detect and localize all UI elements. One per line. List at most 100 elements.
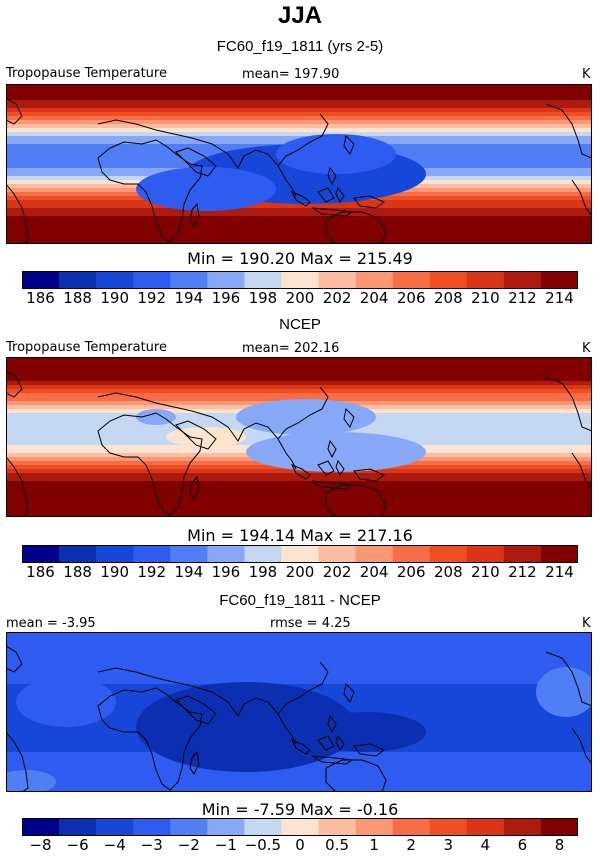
zonal-band bbox=[6, 501, 592, 506]
colorbar-tick-label: −8 bbox=[29, 836, 52, 854]
coastline bbox=[353, 743, 385, 757]
zonal-band bbox=[6, 636, 592, 641]
zonal-band bbox=[6, 780, 592, 785]
colorbar-tick-label: 1 bbox=[369, 836, 379, 854]
coastline bbox=[189, 750, 200, 775]
zonal-band bbox=[6, 369, 592, 374]
zonal-band bbox=[6, 652, 592, 657]
zonal-band bbox=[6, 660, 592, 665]
colorbar-swatch bbox=[466, 271, 505, 289]
zonal-band bbox=[6, 116, 592, 121]
colorbar-swatch bbox=[207, 271, 245, 289]
colorbar-tick-label: 3 bbox=[443, 836, 454, 854]
contour-region bbox=[246, 432, 426, 472]
colorbar-tick-label: −4 bbox=[103, 836, 126, 854]
zonal-band bbox=[6, 373, 592, 378]
colorbar-swatch bbox=[281, 818, 319, 836]
colorbar-swatch bbox=[355, 271, 393, 289]
coastline bbox=[6, 645, 23, 673]
contour-region bbox=[536, 667, 592, 717]
zonal-band bbox=[6, 393, 592, 398]
colorbar-tick-label: −3 bbox=[140, 836, 163, 854]
colorbar-tick-label: 4 bbox=[480, 836, 491, 854]
coastline bbox=[290, 464, 311, 480]
coastline bbox=[6, 97, 23, 125]
colorbar-swatch bbox=[540, 271, 578, 289]
coastline bbox=[6, 370, 23, 398]
coastline bbox=[343, 407, 355, 429]
page-title: JJA bbox=[277, 2, 323, 29]
zonal-band bbox=[6, 776, 592, 781]
contour-region bbox=[166, 427, 246, 447]
colorbar-tick-label: 198 bbox=[248, 289, 278, 307]
colorbar-tick-label: 210 bbox=[470, 563, 500, 581]
colorbar-tick-label: 186 bbox=[26, 563, 55, 581]
zonal-band bbox=[6, 208, 592, 213]
colorbar-swatch bbox=[133, 271, 171, 289]
colorbar-tick-label: 188 bbox=[63, 289, 92, 307]
coastline bbox=[189, 475, 200, 500]
colorbar-swatch bbox=[392, 545, 431, 563]
colorbar-tick-label: 202 bbox=[322, 289, 352, 307]
coastline bbox=[327, 166, 337, 186]
map-frame bbox=[6, 357, 592, 517]
zonal-band bbox=[6, 477, 592, 482]
coastline bbox=[335, 734, 345, 751]
coastline bbox=[317, 187, 335, 203]
colorbar-swatch bbox=[244, 545, 282, 563]
zonal-band bbox=[6, 632, 592, 637]
coastline bbox=[571, 452, 592, 490]
panel-1-colorbar-ticks: 186 188 190 192 194 196 198 200 202 204 206 208 210 2… bbox=[22, 289, 578, 307]
zonal-band bbox=[6, 96, 592, 101]
colorbar-swatch bbox=[96, 545, 134, 563]
coastline bbox=[290, 739, 311, 755]
panel-3-colorbar bbox=[22, 818, 578, 836]
panel-2-units-label: K bbox=[582, 341, 591, 356]
colorbar-swatch bbox=[503, 271, 542, 289]
colorbar-swatch bbox=[170, 818, 208, 836]
zonal-band bbox=[6, 680, 592, 685]
zonal-band bbox=[6, 381, 592, 386]
zonal-band bbox=[6, 648, 592, 653]
zonal-band bbox=[6, 100, 592, 105]
zonal-band bbox=[6, 104, 592, 109]
colorbar-swatch bbox=[207, 818, 245, 836]
zonal-band bbox=[6, 385, 592, 390]
colorbar-tick-label: 0 bbox=[295, 836, 305, 854]
panel-2-colorbar bbox=[22, 545, 578, 563]
colorbar-frame bbox=[22, 818, 578, 836]
zonal-band bbox=[6, 509, 592, 514]
coastline bbox=[6, 456, 29, 517]
colorbar-tick-label: 194 bbox=[174, 289, 204, 307]
zonal-band bbox=[6, 493, 592, 498]
colorbar-swatch bbox=[503, 818, 542, 836]
panel-3-rmse-label: rmse = 4.25 bbox=[270, 616, 351, 631]
zonal-band bbox=[6, 128, 592, 133]
coastline bbox=[545, 651, 592, 707]
panel-2-title: NCEP bbox=[279, 316, 321, 333]
colorbar-tick-label: 196 bbox=[211, 289, 241, 307]
coastline bbox=[343, 134, 355, 156]
colorbar-tick-label: −6 bbox=[66, 836, 89, 854]
coastline bbox=[277, 438, 297, 470]
panel-1-min-max: Min = 190.20 Max = 215.49 bbox=[187, 249, 413, 268]
colorbar-swatch bbox=[355, 818, 393, 836]
coastline bbox=[353, 195, 385, 209]
colorbar-swatch bbox=[540, 545, 578, 563]
colorbar-swatch bbox=[318, 818, 356, 836]
zonal-band bbox=[6, 772, 592, 777]
coastline bbox=[325, 759, 387, 792]
zonal-band bbox=[6, 232, 592, 237]
zonal-band bbox=[6, 216, 592, 221]
colorbar-tick-label: 2 bbox=[406, 836, 416, 854]
colorbar-swatch bbox=[355, 545, 393, 563]
colorbar-swatch bbox=[540, 818, 578, 836]
coastline bbox=[175, 420, 217, 450]
zonal-band bbox=[6, 505, 592, 510]
contour-region bbox=[276, 134, 396, 174]
coastline bbox=[325, 484, 387, 517]
colorbar-swatch bbox=[133, 545, 171, 563]
coastline bbox=[335, 459, 345, 476]
coastline bbox=[311, 755, 354, 765]
colorbar-frame bbox=[22, 545, 578, 563]
